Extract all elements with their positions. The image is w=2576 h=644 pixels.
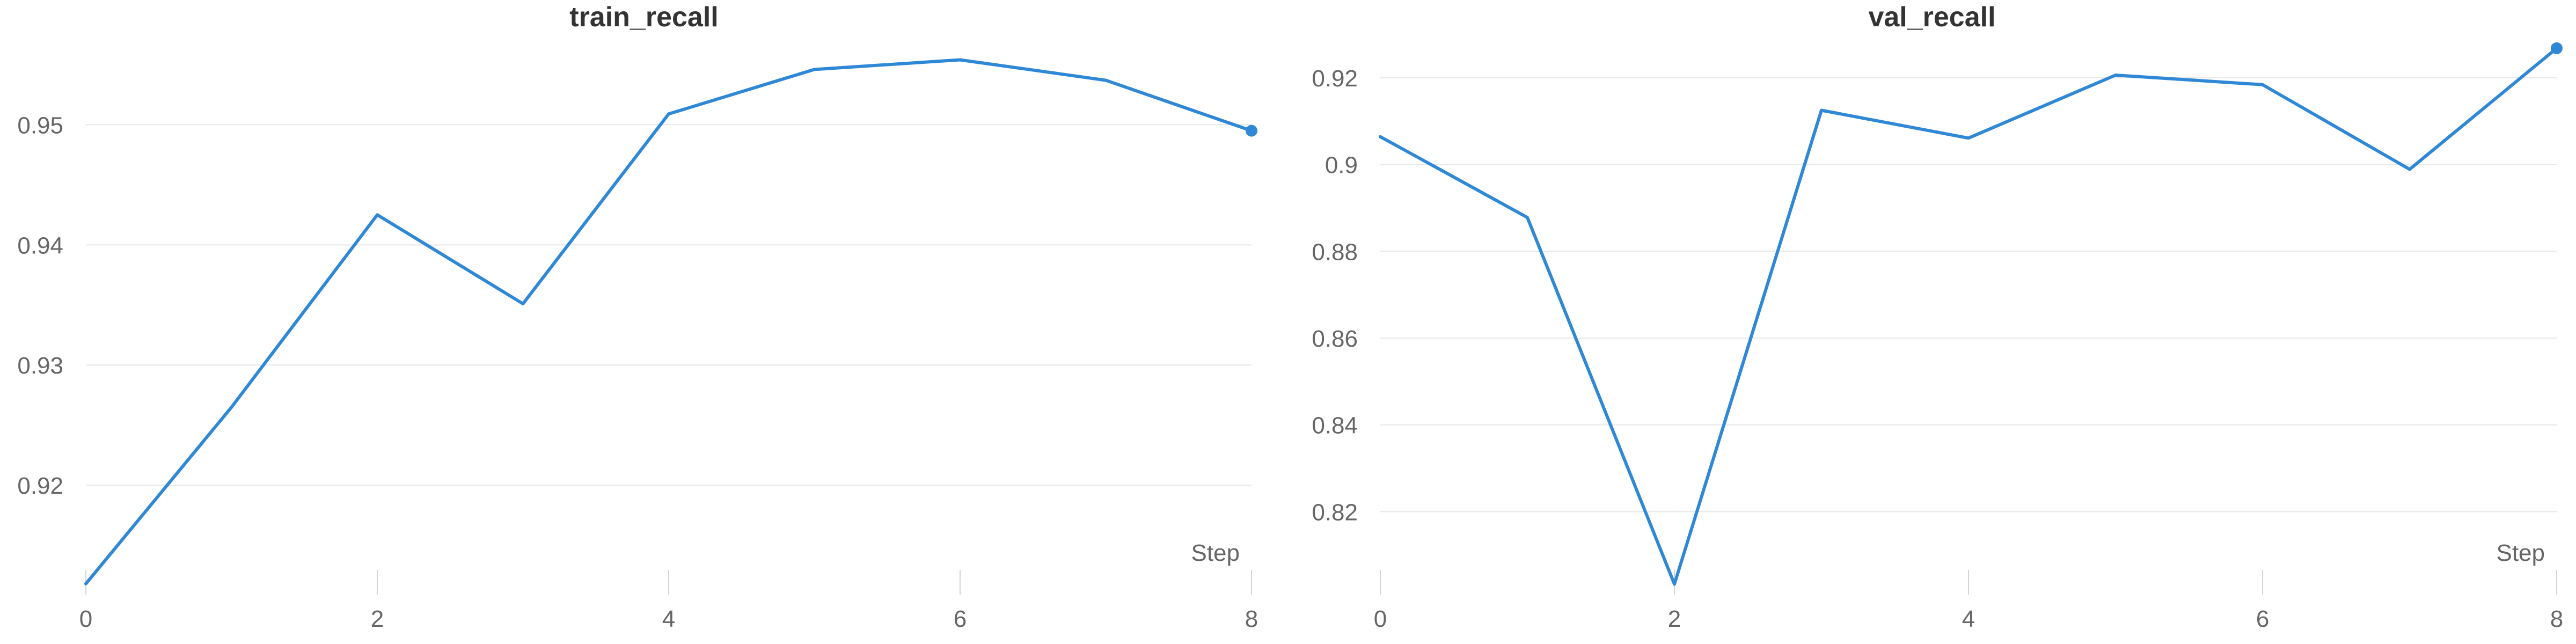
chart-title: val_recall [1868, 2, 1996, 33]
x-tick-label: 6 [2256, 606, 2269, 632]
y-tick-label: 0.95 [17, 112, 63, 138]
x-tick-label: 8 [2550, 606, 2563, 632]
y-tick-label: 0.86 [1312, 326, 1358, 352]
chart-panel-train-recall: train_recall 0.92 0.93 0.94 0.95 0 2 4 6 8 Step [17, 2, 1258, 632]
y-tick-label: 0.84 [1312, 413, 1358, 439]
x-tick-label: 4 [662, 606, 675, 632]
y-tick-label: 0.92 [17, 473, 63, 499]
x-tick-label: 4 [1962, 606, 1975, 632]
x-tick-label: 6 [954, 606, 967, 632]
series-end-point [2551, 42, 2563, 54]
chart-panel-val-recall: val_recall 0.82 0.84 0.86 0.88 0.9 0.92 0 2 4 6 8 S… [1288, 0, 2576, 644]
line-chart-train-recall: 0.92 0.93 0.94 0.95 0 2 4 6 8 Step [17, 58, 1258, 632]
x-axis-label: Step [1191, 540, 1240, 566]
series-line [84, 58, 1253, 586]
line-chart-val-recall: 0.82 0.84 0.86 0.88 0.9 0.92 0 2 4 6 8 Step [1312, 42, 2563, 632]
y-tick-label: 0.9 [1325, 152, 1358, 179]
series-line [1379, 46, 2558, 586]
y-tick-label: 0.82 [1312, 499, 1358, 525]
y-tick-label: 0.94 [17, 232, 63, 259]
x-tick-label: 8 [1245, 606, 1258, 632]
y-tick-label: 0.88 [1312, 239, 1358, 265]
x-tick-label: 0 [79, 606, 92, 632]
y-tick-label: 0.92 [1312, 65, 1358, 92]
x-tick-label: 2 [1668, 606, 1681, 632]
x-tick-label: 2 [371, 606, 384, 632]
x-tick-label: 0 [1374, 606, 1387, 632]
chart-title: train_recall [569, 2, 719, 33]
series-end-point [1246, 125, 1257, 137]
x-axis-label: Step [2496, 540, 2545, 566]
y-tick-label: 0.93 [17, 353, 63, 379]
